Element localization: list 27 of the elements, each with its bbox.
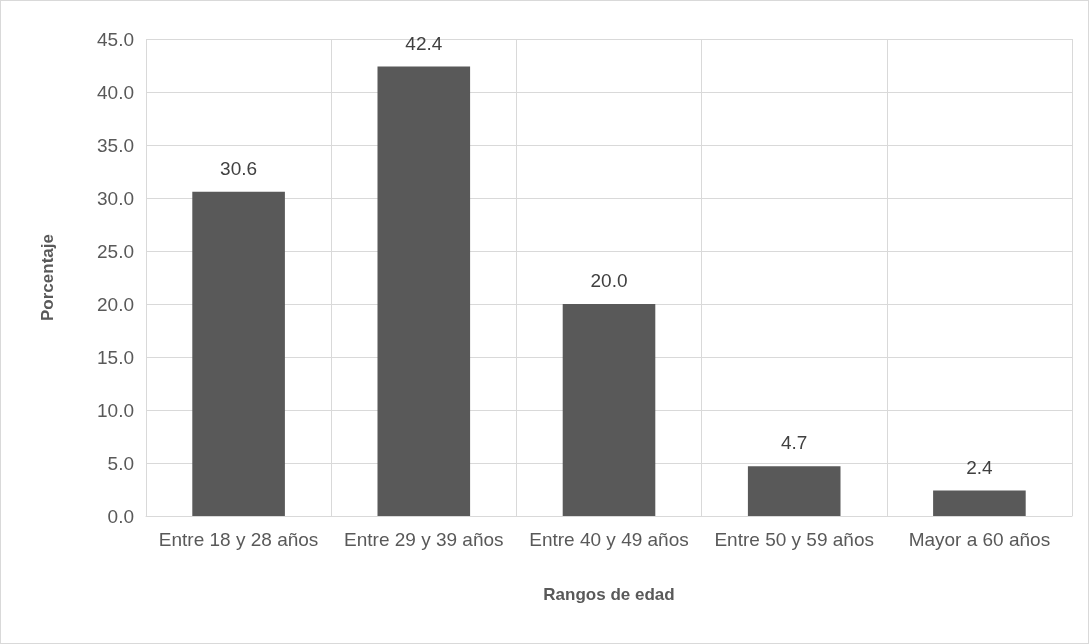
bar: [562, 304, 656, 516]
y-tick-label: 25.0: [97, 240, 134, 262]
data-label: 20.0: [590, 270, 628, 291]
y-tick-label: 20.0: [97, 293, 134, 315]
bar: [933, 490, 1026, 516]
data-label: 30.6: [220, 157, 258, 179]
x-axis-title: Rangos de edad: [543, 585, 675, 604]
y-tick-label: 30.0: [97, 187, 134, 209]
y-tick-label: 0.0: [107, 505, 134, 527]
x-tick-label: Entre 29 y 39 años: [344, 529, 504, 550]
y-tick-label: 10.0: [97, 399, 134, 421]
x-tick-label: Entre 18 y 28 años: [158, 529, 319, 550]
y-tick-label: 35.0: [97, 134, 134, 156]
y-tick-label: 45.0: [97, 28, 134, 50]
x-tick-label: Entre 40 y 49 años: [529, 529, 689, 550]
x-tick-label: Entre 50 y 59 años: [714, 529, 874, 550]
bar: [192, 191, 285, 516]
y-tick-label: 5.0: [107, 452, 134, 474]
y-tick-label: 15.0: [97, 346, 134, 368]
data-label: 4.7: [780, 432, 808, 454]
data-label: 2.4: [966, 456, 994, 478]
x-tick-label: Mayor a 60 años: [908, 529, 1051, 550]
y-tick-label: 40.0: [97, 81, 134, 103]
bar: [747, 466, 841, 516]
y-axis-title: Porcentaje: [38, 234, 57, 321]
bar: [377, 66, 471, 516]
data-label: 42.4: [405, 32, 443, 54]
